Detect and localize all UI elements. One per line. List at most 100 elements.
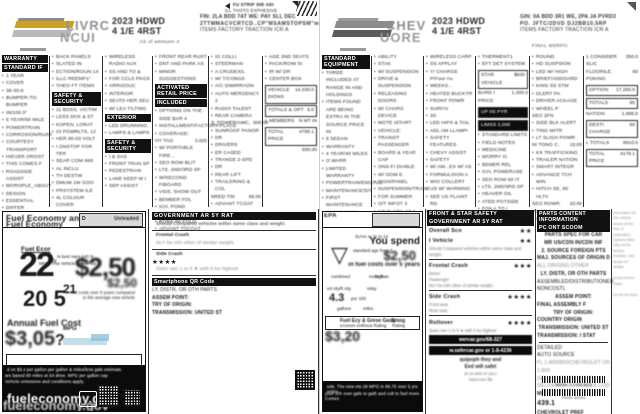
equipment-item: WARRANTY <box>322 144 370 151</box>
equipment-item: MOROPLE_ABOUT <box>2 183 51 190</box>
equipment-item: W/O COLLERT <box>426 179 474 186</box>
side-note-1: Information for this vehicle shown at th… <box>613 211 637 269</box>
equipment-item: I ONSTOP FOR TER <box>52 144 101 159</box>
epa-note-mpg: MPG. This Vehicle rateMPGe <box>39 261 97 266</box>
equipment-item: FRONT POWR <box>426 98 474 105</box>
safety-footer-2: Eed will safet <box>464 364 497 371</box>
equipment-column-standard-equipment: STANDARD EQUIPMENTTHREE INCLUDED AT RANG… <box>320 54 383 312</box>
equipment-item: RADIO TALENT <box>211 106 261 113</box>
epa-per100-label: per 100 <box>351 296 366 301</box>
price-label: L MEMBERS <box>265 119 295 125</box>
safety-sub-passenger: Passenger <box>429 277 450 283</box>
price-value: 4790.1 <box>299 129 314 135</box>
equipment-item: DLERT PA <box>532 91 582 98</box>
smartphone-icon <box>79 391 97 407</box>
dealer-line-7: 439.1 <box>537 399 556 407</box>
equipment-item: WEEKS... <box>426 83 474 90</box>
equipment-item: IG COLLI <box>211 54 261 61</box>
equipment-item: BRIEF/ADDOARD <box>532 76 582 83</box>
safety-note-weight: NLY be info other of similar weight. <box>429 282 494 288</box>
parts-row-assempoint: ASSEM POINT: <box>555 294 592 300</box>
equipment-item: DRIVERS <box>211 142 261 149</box>
epa-banner-line1: d on $3.x per gallon per gallon & miles/… <box>7 367 123 372</box>
equipment-item: BACK PANELS <box>52 54 101 61</box>
section-header-bar: SAFETY & SECURITY <box>105 138 151 153</box>
equipment-item: HITCH SE, 80 HLTV <box>532 186 582 201</box>
qr-code-icon[interactable] <box>97 385 119 407</box>
equipment-item: LED DRUNNING <box>105 123 151 130</box>
equipment-item: REAR CAMERA <box>211 113 261 120</box>
flag-stripes-icon <box>295 1 317 16</box>
section-header-bar: EXTERIOR <box>105 113 151 122</box>
equipment-item: A/C DIMIRRAON <box>211 83 261 90</box>
epa-title-line2: Fuel Economy <box>6 220 64 229</box>
equipment-item: W/ OOM E. <box>374 172 422 179</box>
parts-row-spec: PARTS SPEC FOR CAR <box>544 232 603 238</box>
flag-corner-icon <box>292 1 301 10</box>
parts-row-countryorigin: COUNTRY ORIGIN <box>537 317 583 324</box>
equipment-item: SUNROOF PANOR <box>211 128 261 135</box>
price-row: FLOORILE, POKING 60 <box>586 69 638 84</box>
epa-per100-value: 4.3 <box>329 292 345 304</box>
equipment-item: LED W/ HIGH <box>532 69 582 76</box>
price-value: 3,025 <box>194 138 207 144</box>
equipment-item: 4 YEAR/40 MILES <box>322 151 370 158</box>
equipment-item: HEAVER OIL <box>478 191 528 198</box>
fuel-cost-value-right: $2,50 <box>383 248 416 263</box>
equipment-column-msrp: THERMENT1EFT DET SYSTEM STAR VEHICLE $630 B… <box>476 54 530 220</box>
flag-banner-line2: ILL THOTO EXPHESIVE <box>225 8 278 13</box>
equipment-item: 11 BOSS, VICTIM <box>52 107 101 114</box>
lower-panels-right: EPA SUVs or 11 to 14 standard age from 0… <box>320 209 640 414</box>
equipment-item: DESIGN <box>2 191 48 198</box>
column-divider <box>102 56 103 207</box>
flag-banner-line1: FU STRIP 30E ADI <box>233 2 274 7</box>
price-row: NRED TIN 95.00 <box>211 194 261 201</box>
price-value: 4179.1 <box>620 151 635 157</box>
safety-note-2: NLY be info other of similar weight. <box>156 240 235 246</box>
parts-row-finalassy: FINAL ASSEMBLY F <box>537 301 587 308</box>
equipment-item: ROUND <box>532 54 582 61</box>
vin-block-right: GIN: 0A BDD 3R1 WE, 2PA JA PVRD3 PO. JFT… <box>520 14 638 34</box>
price-value: 1,300.0 <box>511 91 528 97</box>
equipment-item: ROADSIDE ASSIST <box>2 169 48 184</box>
epa-note-best: Is best vans 140 N <box>57 254 94 259</box>
section-header-bar: INCLUDED <box>155 99 207 108</box>
equipment-item: BUMPER-TO-BUMPER <box>2 95 48 110</box>
smog-rating-label: Smog <box>391 318 405 324</box>
parts-content-panel: PARTS CONTENT INFORMATION PC ONT SCOOM P… <box>535 209 613 414</box>
qr-code-icon-2[interactable] <box>123 389 141 407</box>
equipment-item: SLATED IN <box>52 61 101 68</box>
price-label: TOTALS & OPT <box>268 108 304 114</box>
price-value: 1,995.0 <box>621 111 638 117</box>
safety-sub-rear-seat: Rear seat <box>429 308 448 314</box>
safety-label-vehicle: I Vehicle <box>429 238 454 244</box>
equipment-item: AUTO MERGENCY 2 <box>211 91 261 106</box>
price-label: BARD I PRICE <box>478 91 495 104</box>
parts-header-2: PC ONT SCOOM <box>537 224 610 232</box>
safety-footer-4: View.com file <box>468 376 493 382</box>
equipment-item: SEATS HER SEU <box>105 98 151 105</box>
equipment-item: TRAILERING & COL <box>211 179 261 194</box>
column-divider <box>208 56 209 207</box>
price-row: L TOTALS 9910.0 <box>586 140 638 147</box>
equipment-item: WORRY IC <box>478 154 528 161</box>
fueleconomy-site[interactable]: fueleconomy.gov <box>7 391 116 406</box>
safety-url-2[interactable]: w.safercar.gov or 1-8-4236 <box>429 346 532 356</box>
equipment-item: IO POWRLTS, 12 <box>52 129 101 136</box>
safety-url-1[interactable]: wercar.gov/68-327 <box>429 335 532 345</box>
equipment-item: AL INCLU <box>52 166 101 173</box>
mpg-big-value: 20 5 <box>23 286 66 311</box>
epa-banner-line3: Vehicle emissions and conditions apply. <box>5 379 85 384</box>
equipment-item: EFT DET SYSTEM <box>478 61 528 68</box>
barcode-1 <box>542 376 605 383</box>
safety-footer-1: quipoph they and <box>459 357 502 364</box>
price-row: OPTION 17,250.0 <box>586 84 638 97</box>
fueleconomy-site-2[interactable]: fueleconomy.gov <box>3 398 109 411</box>
price-row: L MEMBERS N MT IN <box>265 118 317 125</box>
equipment-column-exterior: WIRELESS RADIO AUXSS AND TO &FOR CCLS PK… <box>103 54 153 209</box>
qr-code-icon-3[interactable] <box>295 370 315 390</box>
equipment-item: THERMENT1 <box>478 54 528 61</box>
price-row: 600.00 <box>265 147 317 154</box>
section-header-bar: STANDARD EQUIPMENT <box>322 55 370 69</box>
barcode-label-2: PROD 30/023 <box>561 396 586 400</box>
